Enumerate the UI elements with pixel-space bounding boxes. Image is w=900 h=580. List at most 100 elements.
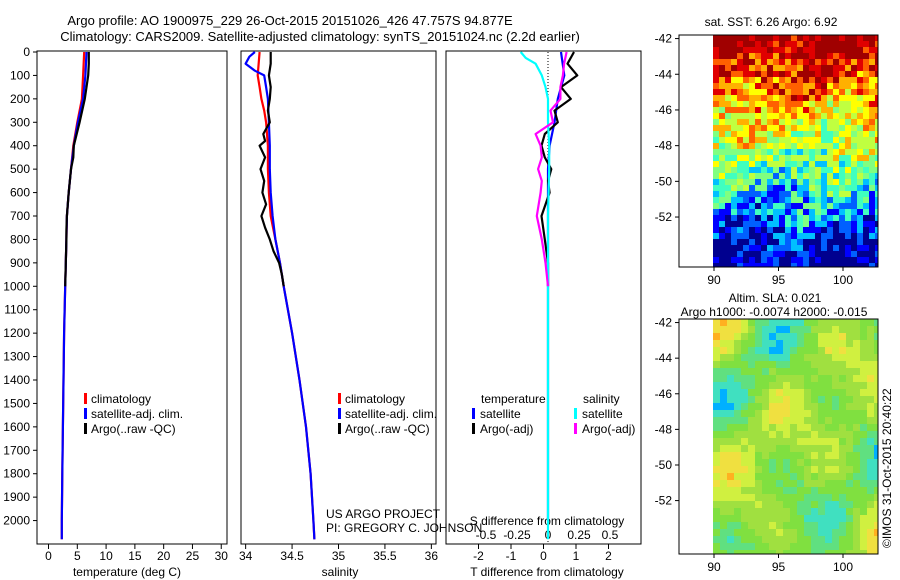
sla-pixel — [846, 459, 853, 466]
sst-pixel — [749, 179, 755, 185]
sla-pixel — [755, 417, 762, 424]
sst-pixel — [803, 155, 809, 161]
sla-pixel — [797, 319, 804, 326]
sst-pixel — [737, 179, 743, 185]
sst-pixel — [755, 137, 761, 143]
sla-pixel — [811, 522, 818, 529]
sst-pixel — [725, 221, 731, 227]
sla-pixel — [720, 368, 727, 375]
sla-pixel — [769, 340, 776, 347]
sst-pixel — [869, 35, 875, 41]
sla-pixel — [860, 543, 867, 550]
sla-pixel — [713, 347, 720, 354]
sst-pixel — [869, 107, 875, 113]
sst-pixel — [821, 179, 827, 185]
sla-pixel — [748, 424, 755, 431]
x-tick-label: 20 — [157, 549, 171, 563]
sst-pixel — [731, 59, 737, 65]
depth-tick-label: 1800 — [3, 467, 30, 481]
sst-pixel — [713, 83, 719, 89]
legend-label-t-satellite: satellite — [480, 407, 521, 421]
sla-pixel — [776, 459, 783, 466]
sla-pixel — [790, 508, 797, 515]
sla-pixel — [804, 389, 811, 396]
sla-pixel — [755, 508, 762, 515]
sst-pixel — [737, 227, 743, 233]
sst-pixel — [767, 197, 773, 203]
sst-pixel — [755, 125, 761, 131]
sst-pixel — [869, 227, 875, 233]
sla-pixel — [748, 382, 755, 389]
sst-pixel — [773, 53, 779, 59]
sst-pixel — [743, 53, 749, 59]
sla-pixel — [748, 340, 755, 347]
sst-pixel — [797, 185, 803, 191]
sla-pixel — [867, 410, 874, 417]
depth-tick-label: 100 — [10, 68, 30, 82]
sla-pixel — [818, 410, 825, 417]
sla-pixel — [769, 501, 776, 508]
sla-pixel — [748, 536, 755, 543]
sst-pixel — [719, 227, 725, 233]
legend-heading-temperature: temperature — [481, 392, 546, 406]
sst-pixel — [845, 179, 851, 185]
sla-pixel — [762, 368, 769, 375]
sst-pixel — [851, 191, 857, 197]
sla-pixel — [797, 368, 804, 375]
s-difference-tick-label: 0.5 — [602, 528, 619, 542]
sst-pixel — [839, 227, 845, 233]
sst-pixel — [845, 233, 851, 239]
sla-pixel — [860, 389, 867, 396]
sst-pixel — [827, 179, 833, 185]
sst-pixel — [785, 167, 791, 173]
sst-pixel — [713, 227, 719, 233]
sst-pixel — [869, 137, 875, 143]
sst-pixel — [857, 47, 863, 53]
sla-pixel — [748, 550, 755, 554]
sst-pixel — [827, 155, 833, 161]
sla-pixel — [874, 403, 878, 410]
sst-pixel — [749, 203, 755, 209]
sst-pixel — [797, 149, 803, 155]
sst-pixel — [809, 209, 815, 215]
sla-pixel — [713, 508, 720, 515]
sla-pixel — [776, 480, 783, 487]
sst-pixel — [797, 119, 803, 125]
legend-swatch-climatology — [338, 393, 341, 404]
sst-pixel — [755, 263, 761, 267]
sst-pixel — [785, 233, 791, 239]
sla-pixel — [762, 452, 769, 459]
sst-pixel — [797, 125, 803, 131]
sla-pixel — [832, 515, 839, 522]
sst-pixel — [791, 209, 797, 215]
sla-pixel — [755, 382, 762, 389]
sla-pixel — [713, 445, 720, 452]
sla-pixel — [867, 480, 874, 487]
sst-pixel — [809, 125, 815, 131]
sla-pixel — [713, 452, 720, 459]
sla-pixel — [860, 473, 867, 480]
sst-pixel — [833, 173, 839, 179]
sst-pixel — [713, 119, 719, 125]
sst-pixel — [839, 215, 845, 221]
sla-pixel — [734, 382, 741, 389]
sla-pixel — [860, 501, 867, 508]
sst-pixel — [755, 53, 761, 59]
sst-pixel — [725, 203, 731, 209]
sst-pixel — [839, 233, 845, 239]
sla-pixel — [867, 340, 874, 347]
sst-pixel — [779, 173, 785, 179]
sst-pixel — [827, 197, 833, 203]
legend-heading-salinity: salinity — [583, 392, 620, 406]
sst-pixel — [743, 173, 749, 179]
sst-pixel — [851, 131, 857, 137]
sst-pixel — [833, 227, 839, 233]
sla-pixel — [790, 396, 797, 403]
sst-pixel — [725, 125, 731, 131]
sla-pixel — [727, 424, 734, 431]
sst-pixel — [857, 149, 863, 155]
sst-pixel — [725, 215, 731, 221]
sla-pixel — [860, 529, 867, 536]
sst-pixel — [719, 71, 725, 77]
sla-pixel — [755, 424, 762, 431]
